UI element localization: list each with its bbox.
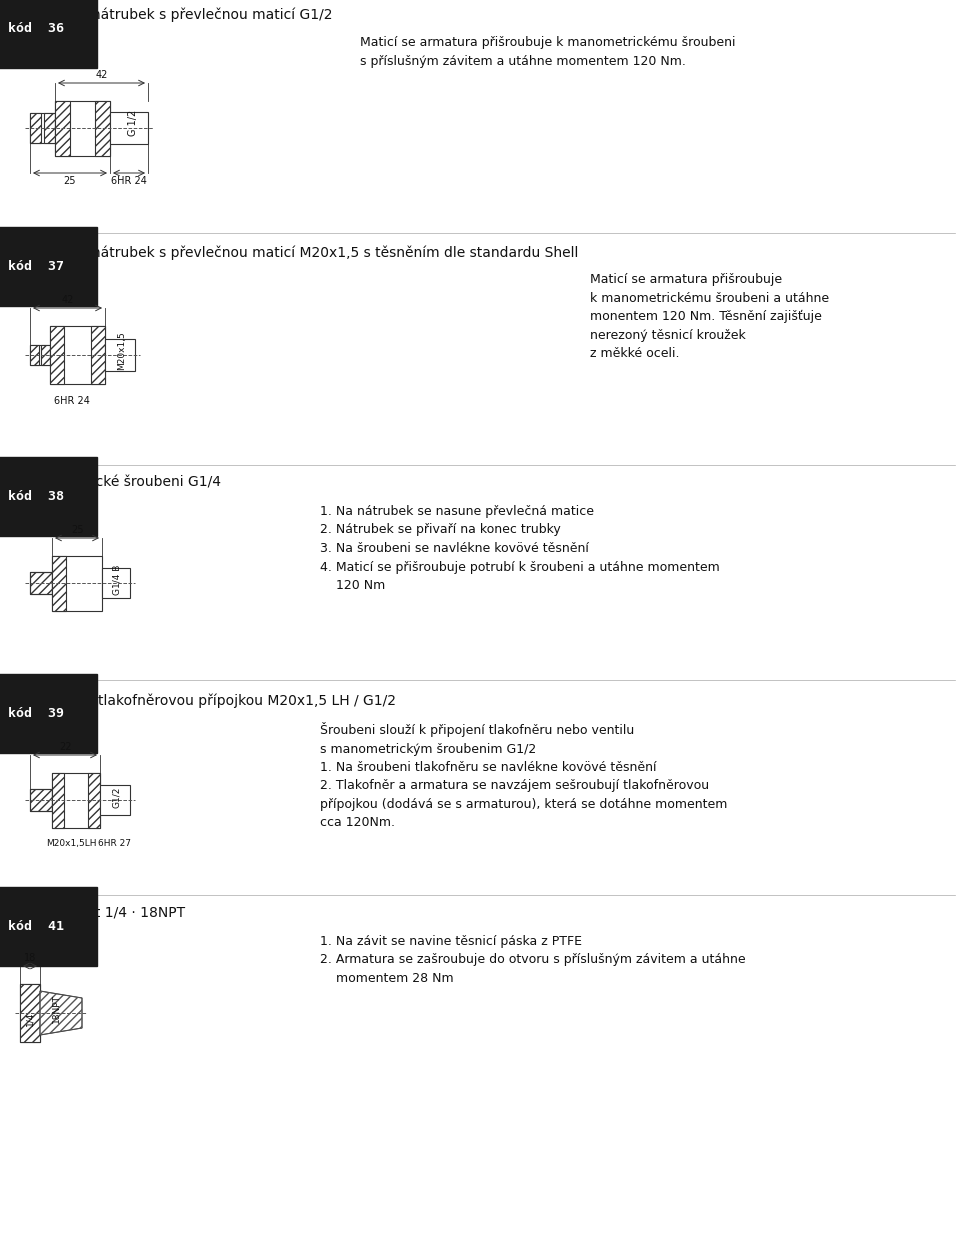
Bar bbox=[30, 789, 52, 811]
Bar bbox=[100, 785, 130, 815]
Bar bbox=[102, 568, 130, 598]
Bar bbox=[30, 789, 52, 811]
Bar bbox=[30, 113, 55, 143]
Text: 1. Na nátrubek se nasune převlečná matice
2. Nátrubek se přivaří na konec trubky: 1. Na nátrubek se nasune převlečná matic… bbox=[320, 505, 720, 592]
Bar bbox=[52, 772, 64, 828]
Text: kód  38: kód 38 bbox=[8, 490, 64, 502]
Text: 6HR 24: 6HR 24 bbox=[111, 176, 147, 186]
Bar bbox=[30, 345, 50, 365]
Bar bbox=[88, 772, 100, 828]
Bar bbox=[55, 100, 70, 156]
Bar bbox=[44, 113, 55, 143]
Bar bbox=[20, 983, 40, 1042]
Bar bbox=[50, 327, 63, 384]
Bar bbox=[30, 345, 39, 365]
Bar bbox=[30, 571, 52, 594]
Bar bbox=[30, 571, 52, 594]
Text: G1/4 B: G1/4 B bbox=[113, 565, 122, 595]
Bar bbox=[50, 327, 105, 384]
Text: 25: 25 bbox=[71, 525, 84, 535]
Text: 42: 42 bbox=[61, 295, 74, 305]
Text: G 1/2: G 1/2 bbox=[128, 111, 138, 137]
Polygon shape bbox=[40, 991, 82, 1035]
Text: 6HR 24: 6HR 24 bbox=[54, 396, 90, 406]
Bar bbox=[52, 772, 100, 828]
Text: Maticí se armatura přišroubuje k manometrickému šroubeni
s příslušným závitem a : Maticí se armatura přišroubuje k manomet… bbox=[360, 36, 735, 68]
Text: • Manometrické šroubeni G1/4: • Manometrické šroubeni G1/4 bbox=[8, 475, 221, 489]
Text: M20x1,5: M20x1,5 bbox=[117, 330, 126, 369]
Bar bbox=[41, 345, 50, 365]
Bar bbox=[110, 112, 148, 144]
Text: • Navařený nátrubek s převlečnou maticí M20x1,5 s těsněním dle standardu Shell: • Navařený nátrubek s převlečnou maticí … bbox=[8, 245, 578, 260]
Bar bbox=[30, 113, 41, 143]
Text: 1. Na závit se navine těsnicí páska z PTFE
2. Armatura se zašroubuje do otvoru s: 1. Na závit se navine těsnicí páska z PT… bbox=[320, 934, 746, 985]
Bar bbox=[20, 983, 40, 1042]
Text: kód  37: kód 37 bbox=[8, 260, 64, 273]
Text: • Šroubeni s tlakofněrovou přípojkou M20x1,5 LH / G1/2: • Šroubeni s tlakofněrovou přípojkou M20… bbox=[8, 692, 396, 708]
Text: kód  39: kód 39 bbox=[8, 707, 64, 720]
Bar bbox=[95, 100, 110, 156]
Text: 18: 18 bbox=[24, 953, 36, 963]
Text: M20x1,5LH: M20x1,5LH bbox=[46, 839, 96, 848]
Text: 18NPT: 18NPT bbox=[52, 993, 61, 1022]
Text: 25: 25 bbox=[63, 176, 76, 186]
Text: 42: 42 bbox=[95, 70, 108, 80]
Bar bbox=[91, 327, 105, 384]
Text: kód  36: kód 36 bbox=[8, 23, 64, 35]
Text: • Vnější závit 1/4 · 18NPT: • Vnější závit 1/4 · 18NPT bbox=[8, 906, 185, 919]
Text: kód  41: kód 41 bbox=[8, 919, 64, 933]
Text: 1/4: 1/4 bbox=[26, 1011, 35, 1026]
Text: Maticí se armatura přišroubuje
k manometrickému šroubeni a utáhne
monentem 120 N: Maticí se armatura přišroubuje k manomet… bbox=[590, 273, 829, 360]
Text: G1/2: G1/2 bbox=[112, 786, 121, 808]
Text: 22: 22 bbox=[59, 742, 71, 752]
Text: Šroubeni slouží k připojení tlakofněru nebo ventilu
s manometrickým šroubenim G1: Šroubeni slouží k připojení tlakofněru n… bbox=[320, 722, 728, 829]
Bar bbox=[52, 556, 66, 610]
Bar bbox=[105, 339, 135, 371]
Text: • Navařený nátrubek s převlečnou maticí G1/2: • Navařený nátrubek s převlečnou maticí … bbox=[8, 8, 332, 23]
Bar bbox=[52, 556, 102, 610]
Text: 6HR 27: 6HR 27 bbox=[99, 839, 132, 848]
Bar bbox=[55, 100, 110, 156]
